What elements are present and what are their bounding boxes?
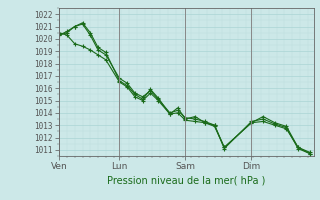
X-axis label: Pression niveau de la mer( hPa ): Pression niveau de la mer( hPa ) xyxy=(107,175,266,185)
